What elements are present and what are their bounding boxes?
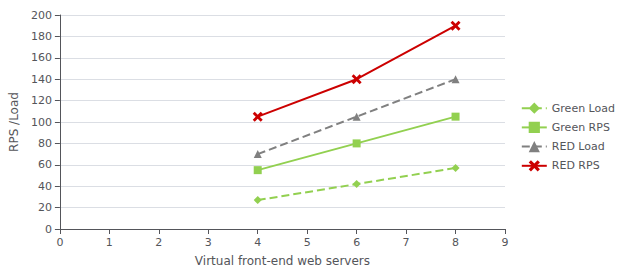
svg-text:140: 140 bbox=[31, 73, 52, 86]
svg-text:0: 0 bbox=[45, 223, 52, 236]
svg-text:Virtual front-end web servers: Virtual front-end web servers bbox=[195, 254, 370, 268]
svg-text:RED RPS: RED RPS bbox=[552, 159, 600, 172]
svg-text:2: 2 bbox=[155, 236, 162, 249]
svg-text:Green Load: Green Load bbox=[552, 102, 615, 115]
svg-text:8: 8 bbox=[452, 236, 459, 249]
svg-text:RPS /Load: RPS /Load bbox=[7, 92, 21, 152]
svg-text:RED Load: RED Load bbox=[552, 140, 605, 153]
svg-text:200: 200 bbox=[31, 9, 52, 22]
svg-text:1: 1 bbox=[106, 236, 113, 249]
svg-text:180: 180 bbox=[31, 30, 52, 43]
svg-text:60: 60 bbox=[38, 158, 52, 171]
svg-text:7: 7 bbox=[403, 236, 410, 249]
svg-text:Green RPS: Green RPS bbox=[552, 121, 610, 134]
svg-text:160: 160 bbox=[31, 51, 52, 64]
svg-text:3: 3 bbox=[205, 236, 212, 249]
svg-text:40: 40 bbox=[38, 180, 52, 193]
svg-text:100: 100 bbox=[31, 116, 52, 129]
svg-text:20: 20 bbox=[38, 201, 52, 214]
svg-text:120: 120 bbox=[31, 94, 52, 107]
svg-text:0: 0 bbox=[56, 236, 63, 249]
svg-text:4: 4 bbox=[254, 236, 261, 249]
svg-text:9: 9 bbox=[502, 236, 509, 249]
svg-text:5: 5 bbox=[304, 236, 311, 249]
svg-text:6: 6 bbox=[353, 236, 360, 249]
svg-text:80: 80 bbox=[38, 137, 52, 150]
